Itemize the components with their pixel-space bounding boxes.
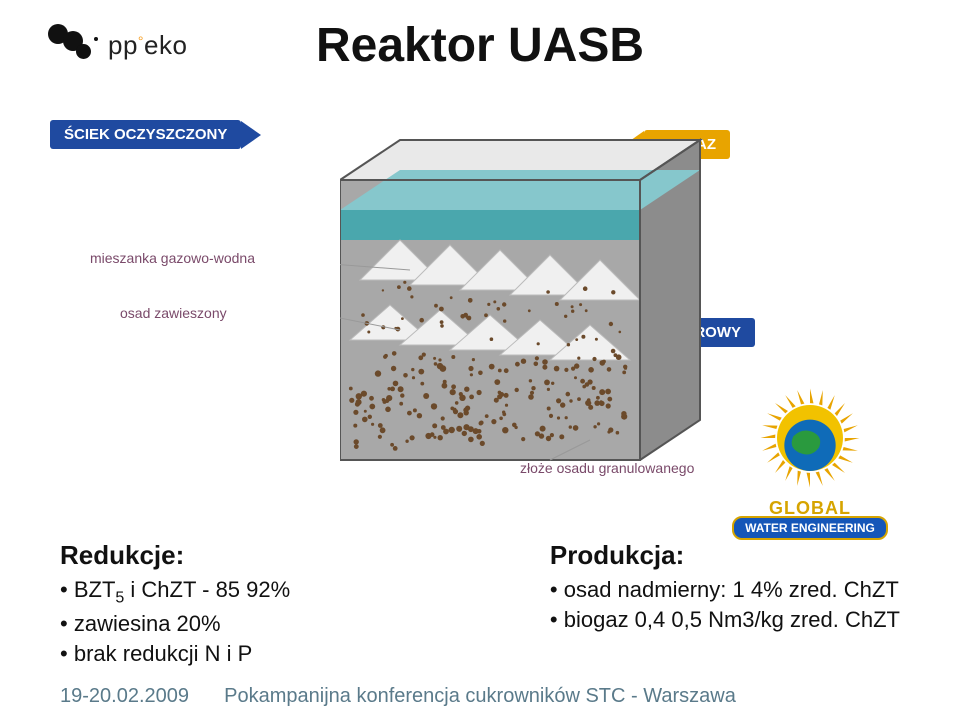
label-osad-zawieszony: osad zawieszony <box>120 305 227 321</box>
globe-ribbon: WATER ENGINEERING <box>732 516 888 540</box>
reactor-svg <box>340 120 740 480</box>
pb2-text: biogaz 0,4 0,5 Nm3/kg zred. ChZT <box>564 607 900 632</box>
arrow-right-icon <box>241 121 261 149</box>
global-water-engineering-badge: GLOBAL WATER ENGINEERING <box>730 383 890 540</box>
production-b2: • biogaz 0,4 0,5 Nm3/kg zred. ChZT <box>550 607 900 633</box>
slide-footer: 19-20.02.2009 Pokampanijna konferencja c… <box>0 685 960 708</box>
b2-text: zawiesina 20% <box>74 611 221 636</box>
b3-text: brak redukcji N i P <box>74 641 253 666</box>
b1-pre: BZT <box>74 577 116 602</box>
globe-icon <box>755 383 865 493</box>
footer-text: Pokampanijna konferencja cukrowników STC… <box>224 685 736 708</box>
b1-sub: 5 <box>115 589 124 606</box>
reductions-b3: • brak redukcji N i P <box>60 641 290 667</box>
label-mieszanka: mieszanka gazowo-wodna <box>90 250 255 266</box>
footer-date: 19-20.02.2009 <box>60 685 189 708</box>
b1-post: i ChZT - 85 92% <box>124 577 290 602</box>
reductions-b2: • zawiesina 20% <box>60 611 290 637</box>
production-column: Produkcja: • osad nadmierny: 1 4% zred. … <box>550 540 900 671</box>
reactor-cutaway <box>340 120 740 480</box>
reactor-diagram: ŚCIEK OCZYSZCZONY BIOGAZ ŚCIEK SUROWY mi… <box>60 90 900 510</box>
reductions-b1: • BZT5 i ChZT - 85 92% <box>60 577 290 607</box>
reductions-column: Redukcje: • BZT5 i ChZT - 85 92% • zawie… <box>60 540 290 671</box>
production-b1: • osad nadmierny: 1 4% zred. ChZT <box>550 577 900 603</box>
slide-title: Reaktor UASB <box>0 18 960 73</box>
production-head: Produkcja: <box>550 540 900 571</box>
reductions-head: Redukcje: <box>60 540 290 571</box>
label-sciek-oczyszczony: ŚCIEK OCZYSZCZONY <box>50 120 261 149</box>
chip-sciek-oczyszczony: ŚCIEK OCZYSZCZONY <box>50 120 241 149</box>
water-front <box>340 210 640 240</box>
pb1-text: osad nadmierny: 1 4% zred. ChZT <box>564 577 899 602</box>
bottom-columns: Redukcje: • BZT5 i ChZT - 85 92% • zawie… <box>60 540 900 671</box>
